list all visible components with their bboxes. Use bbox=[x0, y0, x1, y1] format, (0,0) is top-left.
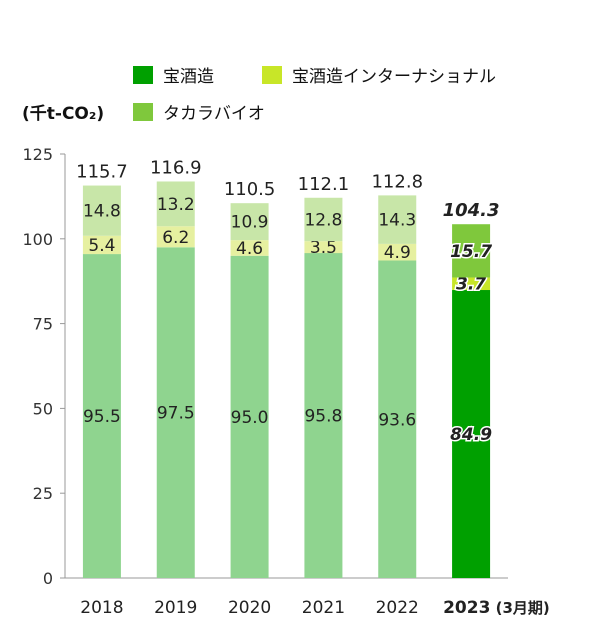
bar-segment bbox=[82, 254, 121, 578]
bar-segment-value-label: 93.6 bbox=[378, 410, 416, 430]
bar-segment-value-label: 15.7 bbox=[450, 242, 492, 262]
x-tick-label: 2022 bbox=[376, 598, 419, 618]
legend-swatch-takarashuzo bbox=[133, 65, 153, 84]
bar-total-label: 110.5 bbox=[224, 179, 276, 200]
y-tick-label: 0 bbox=[43, 569, 53, 588]
bar-segment bbox=[82, 235, 121, 255]
bar-segment-value-label: 97.5 bbox=[157, 404, 195, 424]
y-tick-label: 75 bbox=[33, 315, 53, 334]
legend-item-takarabio: タカラバイオ bbox=[133, 99, 265, 124]
y-axis-unit-label: (千t-CO₂) bbox=[22, 104, 105, 124]
bar-segment bbox=[452, 224, 491, 278]
bar-segment-value-label: 14.8 bbox=[83, 202, 121, 222]
bar-total-label: 115.7 bbox=[76, 162, 128, 183]
y-tick-label: 25 bbox=[33, 484, 53, 503]
legend-swatch-takarabio bbox=[133, 102, 153, 121]
bar-total-label: 112.8 bbox=[371, 171, 423, 192]
bar-segment-value-label: 12.8 bbox=[304, 210, 342, 230]
bar-segment bbox=[156, 226, 195, 248]
bar-segment-value-label: 95.8 bbox=[304, 407, 342, 427]
bar-segment bbox=[304, 197, 343, 242]
bar-segment bbox=[156, 247, 195, 578]
x-tick-label: 2019 bbox=[154, 598, 197, 618]
x-tick-label: 2023 (3月期) bbox=[443, 598, 550, 618]
bar-segment bbox=[304, 253, 343, 579]
bar-segment-value-label: 95.5 bbox=[83, 407, 121, 427]
bar-segment-value-label: 4.9 bbox=[384, 243, 411, 263]
legend-item-takarashuzo-international: 宝酒造インターナショナル bbox=[262, 62, 496, 87]
bar-segment bbox=[230, 240, 269, 256]
x-tick-label: 2020 bbox=[228, 598, 271, 618]
bar-segment-value-label: 13.2 bbox=[157, 195, 195, 215]
bar-segment bbox=[378, 243, 417, 261]
bar-total-label: 112.1 bbox=[298, 174, 350, 195]
bar-segment-value-label: 3.7 bbox=[456, 275, 486, 295]
legend-swatch-takarashuzo-international bbox=[262, 65, 282, 84]
bar-segment-value-label: 3.5 bbox=[310, 238, 337, 258]
legend-label-takarashuzo-international: 宝酒造インターナショナル bbox=[292, 67, 496, 87]
bar-segment-value-label: 5.4 bbox=[88, 236, 115, 256]
y-tick-label: 125 bbox=[22, 145, 53, 164]
bar-segment-value-label: 84.9 bbox=[450, 425, 492, 445]
bar-total-label: 116.9 bbox=[150, 157, 202, 178]
legend-label-takarabio: タカラバイオ bbox=[163, 104, 265, 124]
legend-label-takarashuzo: 宝酒造 bbox=[163, 67, 214, 87]
y-tick-label: 100 bbox=[22, 230, 53, 249]
bar-segment-value-label: 14.3 bbox=[378, 211, 416, 231]
bar-segment bbox=[82, 185, 121, 236]
bar-segment bbox=[156, 181, 195, 227]
bar-segment bbox=[378, 195, 417, 244]
bar-segment bbox=[230, 203, 269, 241]
bar-segment-value-label: 95.0 bbox=[231, 408, 269, 428]
bar-total-label: 104.3 bbox=[443, 200, 500, 221]
bar-segment bbox=[378, 260, 417, 578]
x-tick-label: 2021 bbox=[302, 598, 345, 618]
x-tick-label: 2018 bbox=[80, 598, 123, 618]
bar-segment-value-label: 6.2 bbox=[162, 228, 189, 248]
bar-segment bbox=[304, 241, 343, 254]
bar-segment bbox=[230, 255, 269, 578]
legend-item-takarashuzo: 宝酒造 bbox=[133, 62, 214, 87]
bar-segment bbox=[452, 277, 491, 291]
bar-segment-value-label: 4.6 bbox=[236, 239, 263, 259]
y-tick-label: 50 bbox=[33, 399, 53, 418]
bar-segment-value-label: 10.9 bbox=[231, 213, 269, 233]
bar-segment bbox=[452, 290, 491, 578]
